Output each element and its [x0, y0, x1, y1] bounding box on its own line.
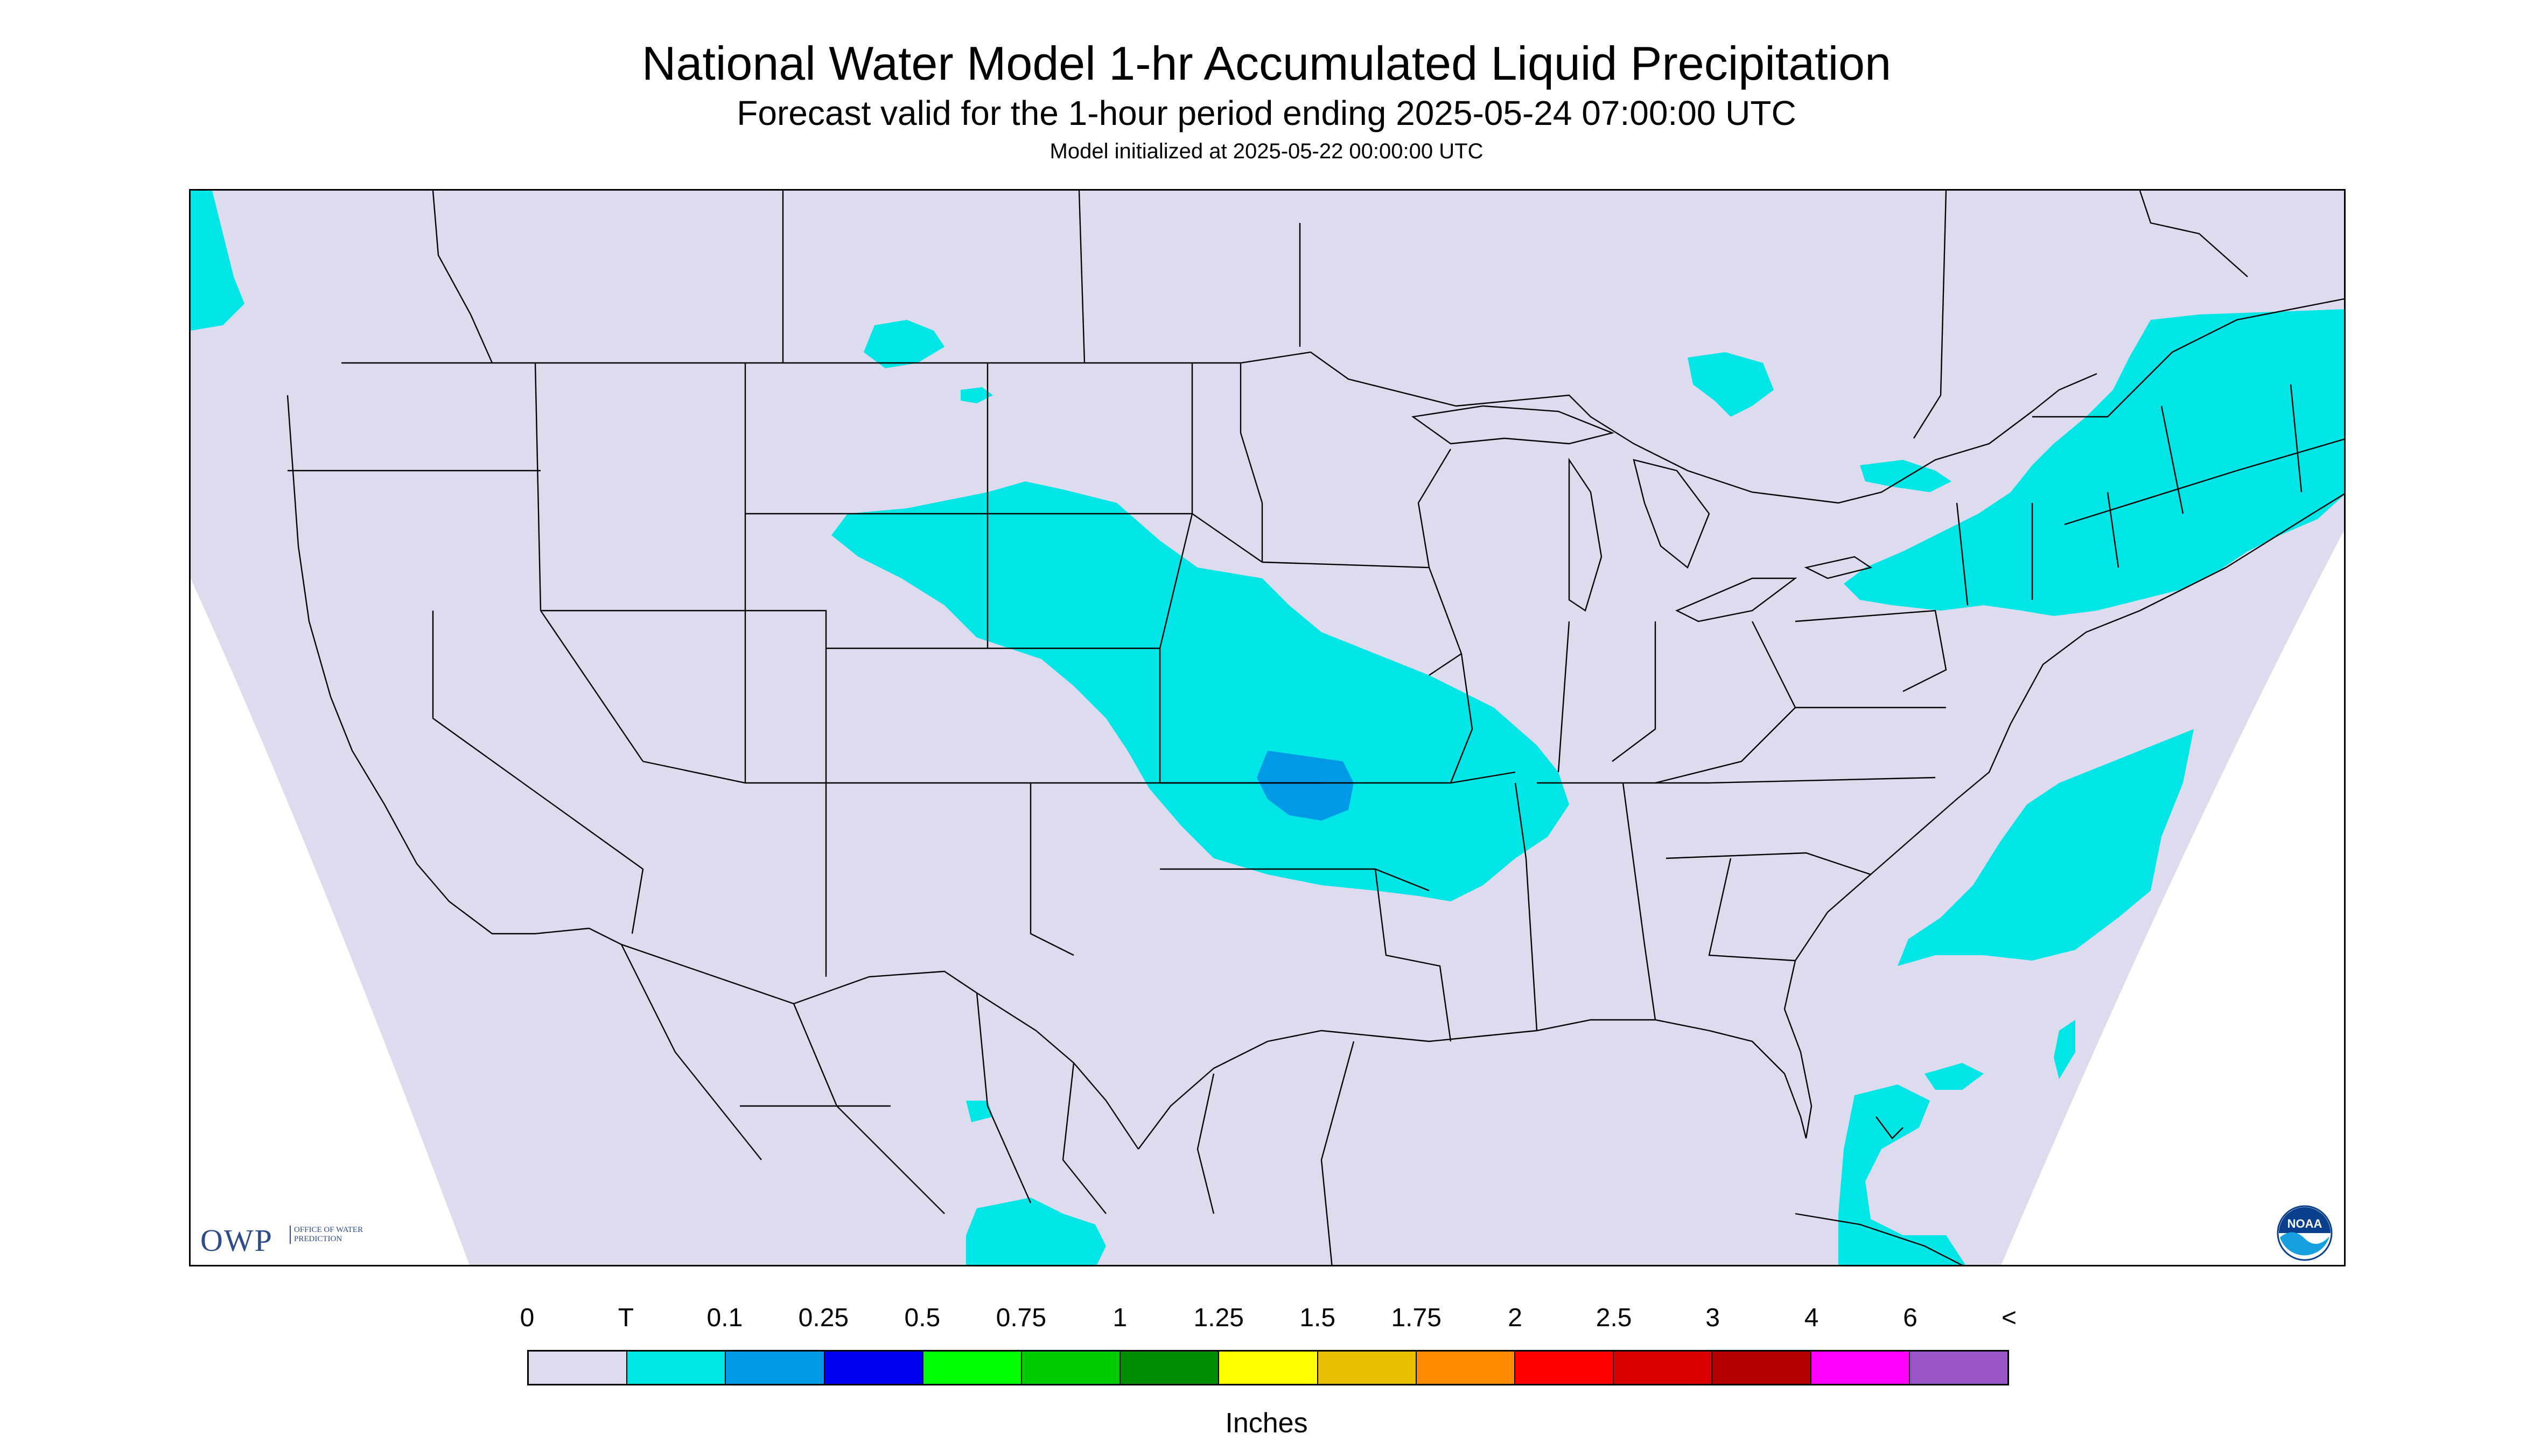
legend-swatch [1515, 1352, 1614, 1384]
state-boundaries [286, 191, 2344, 1265]
owp-logo-subtext: OFFICE OF WATER PREDICTION [290, 1226, 380, 1244]
precip-northern-ontario [1688, 352, 1774, 417]
us-canada-border [341, 351, 2097, 504]
legend-swatch [1909, 1352, 2008, 1384]
legend-label: 4 [1804, 1304, 1819, 1332]
precip-atlantic [1898, 729, 2194, 966]
lake-ontario [1804, 556, 1872, 579]
legend-label: T [618, 1304, 634, 1332]
legend-swatch [627, 1352, 726, 1384]
legend-label: 1.5 [1299, 1304, 1336, 1332]
lake-michigan [1568, 458, 1603, 612]
legend-label: 0.25 [798, 1304, 849, 1332]
legend-label: 1.75 [1391, 1304, 1442, 1332]
owp-logo-text: OWP [200, 1223, 273, 1258]
legend-label: < [2001, 1304, 2017, 1332]
legend-labels: 0 T 0.1 0.25 0.5 0.75 1 1.25 1.5 1.75 2 2.5 3 4 6 < [0, 1302, 2533, 1340]
model-init-text: Model initialized at 2025-05-22 00:00:00… [1049, 139, 1484, 163]
lake-superior [1411, 405, 1614, 445]
legend-swatch [923, 1352, 1023, 1384]
legend-label: 0.75 [996, 1304, 1047, 1332]
gulf-coast [1138, 960, 1813, 1150]
precip-saskatchewan [864, 320, 944, 368]
legend-swatch [529, 1352, 628, 1384]
legend-swatch [1219, 1352, 1318, 1384]
precip-pacific-northwest [191, 191, 244, 331]
legend-swatch [1614, 1352, 1713, 1384]
legend-label: 3 [1705, 1304, 1720, 1332]
lake-erie [1675, 577, 1797, 622]
legend-swatch [726, 1352, 825, 1384]
domain-edge-right [2001, 530, 2344, 1265]
lake-huron [1633, 459, 1710, 569]
precipitation-map [189, 189, 2346, 1266]
precip-atlantic-small [2054, 1020, 2075, 1079]
legend-swatch [1416, 1352, 1516, 1384]
east-coast [1795, 493, 2344, 961]
legend-label: 0 [520, 1304, 535, 1332]
legend-label: 0.5 [904, 1304, 941, 1332]
precip-saskatchewan-small [961, 387, 993, 403]
precip-northeast [1844, 309, 2344, 616]
legend-swatch [824, 1352, 923, 1384]
noaa-logo: NOAA [2277, 1205, 2333, 1261]
legend-label: 2 [1508, 1304, 1523, 1332]
legend-swatch [1712, 1352, 1811, 1384]
precip-mexico-small [966, 1101, 993, 1122]
precip-0.1-area [1257, 751, 1354, 821]
legend-swatch [1022, 1352, 1121, 1384]
legend-swatch [1318, 1352, 1417, 1384]
precip-bahamas-east [1925, 1063, 1984, 1090]
legend-label: 2.5 [1596, 1304, 1632, 1332]
noaa-logo-text: NOAA [2287, 1217, 2322, 1230]
legend-swatch [1811, 1352, 1910, 1384]
west-coast [286, 395, 535, 935]
precip-trace-areas [191, 191, 2344, 1265]
map-title: National Water Model 1-hr Accumulated Li… [641, 37, 1892, 90]
precip-kansas-core [1257, 751, 1354, 821]
legend-color-bar [527, 1350, 2009, 1385]
legend-label: 1.25 [1193, 1304, 1244, 1332]
legend-label: 0.1 [706, 1304, 743, 1332]
precip-central-plains [831, 481, 1569, 901]
domain-edge-left [191, 578, 470, 1265]
precip-bahamas [1838, 1084, 1966, 1265]
legend-swatch [1121, 1352, 1220, 1384]
precip-southern-mexico [966, 1198, 1106, 1265]
us-mexico-border [535, 927, 1139, 1150]
legend-units: Inches [1225, 1408, 1308, 1439]
map-subtitle: Forecast valid for the 1-hour period end… [737, 94, 1796, 132]
precip-ontario-west [1860, 460, 1951, 492]
legend-label: 6 [1903, 1304, 1918, 1332]
legend-label: 1 [1112, 1304, 1128, 1332]
